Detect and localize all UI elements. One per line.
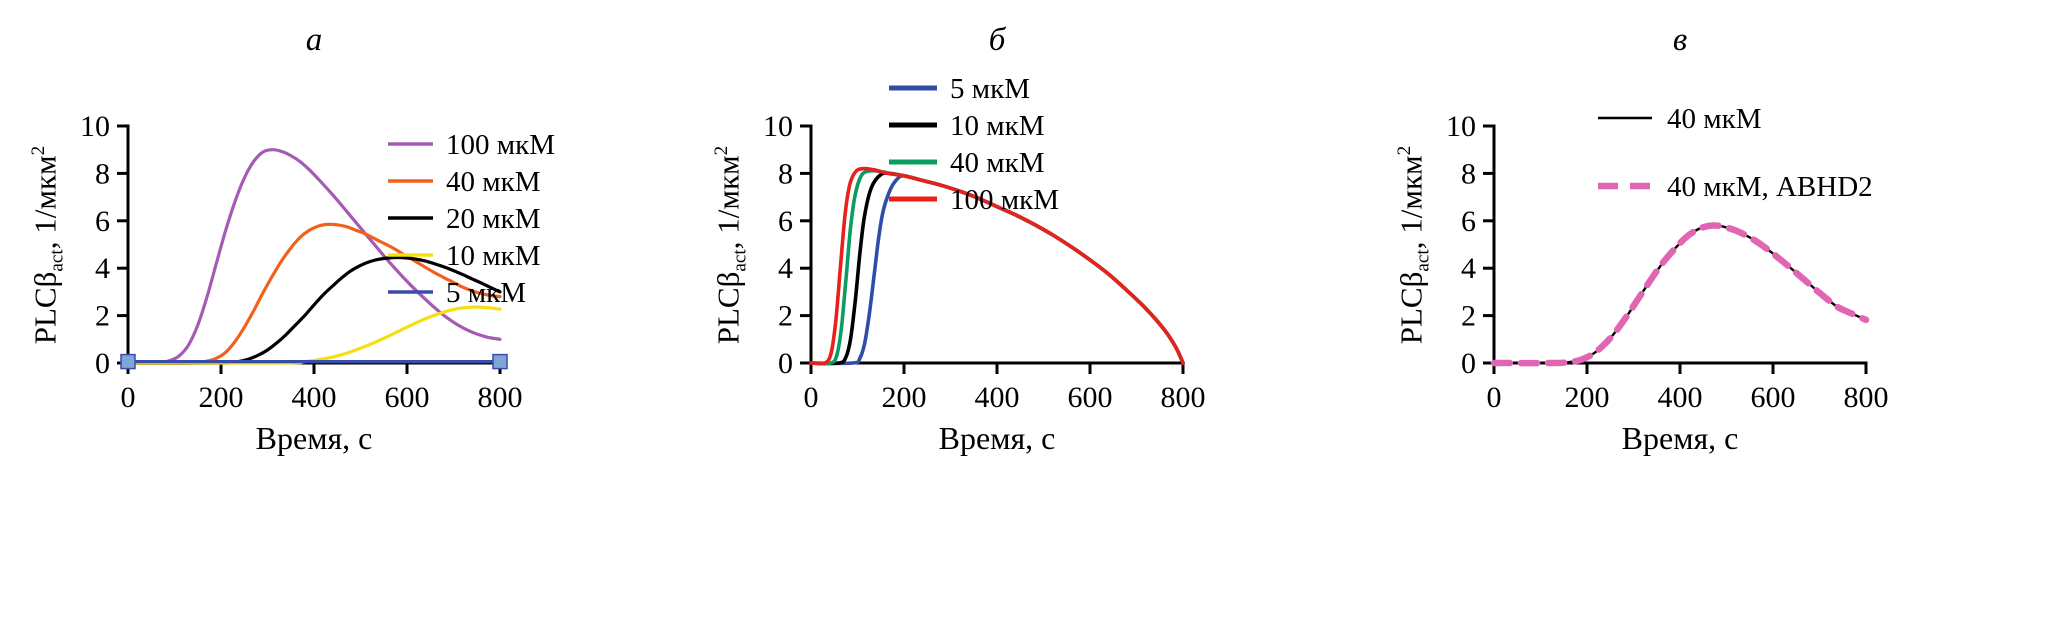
y-tick-label: 8	[95, 157, 110, 190]
y-tick-label: 6	[95, 205, 110, 238]
ylabel-sub: act	[729, 249, 751, 272]
y-tick-label: 10	[763, 110, 793, 143]
legend-label-10-мкм: 10 мкМ	[446, 240, 540, 272]
ylabel-sup: 2	[711, 145, 733, 156]
panel-a: а PLCβact, 1/мкм2 Время, с 0 200 400 600 800…	[8, 0, 691, 638]
y-tick-label: 4	[778, 252, 793, 285]
y-tick-label: 0	[1461, 347, 1476, 380]
legend-label-40-мкм: 40 мкМ	[950, 147, 1044, 179]
legend-label-100-мкм: 100 мкМ	[446, 129, 555, 161]
y-tick-label: 8	[778, 157, 793, 190]
ylabel-sub: act	[46, 249, 68, 272]
series-20-мкм	[126, 255, 502, 365]
panel-a-xlabel: Время, с	[255, 420, 373, 456]
panel-a-title: а	[305, 22, 323, 58]
y-tick-label: 6	[1461, 205, 1476, 238]
ylabel-unit: , 1/мкм	[1393, 155, 1429, 250]
axes	[126, 124, 502, 365]
x-tick-label: 600	[1751, 381, 1796, 414]
panel-v: в PLCβact, 1/мкм2 Время, с 0 200 400 600 800…	[1374, 0, 2057, 638]
chart-canvas-б: 0 200 400 600 800 0 2 4 6 8 10 5 мкМ 10 мкМ 40 мкМ 100…	[763, 73, 1206, 414]
ylabel-sup: 2	[1394, 145, 1416, 156]
ylabel-sup: 2	[28, 145, 50, 156]
y-tick-label: 0	[95, 347, 110, 380]
x-tick-label: 400	[1658, 381, 1703, 414]
panel-v-ylabel: PLCβact, 1/мкм2	[1393, 146, 1434, 345]
x-tick-label: 600	[385, 381, 430, 414]
x-tick-label: 600	[1068, 381, 1113, 414]
y-tick-label: 4	[1461, 252, 1476, 285]
panel-b-xlabel: Время, с	[938, 420, 1056, 456]
endpoint-marker	[120, 353, 136, 370]
legend-label-20-мкм: 20 мкМ	[446, 203, 540, 235]
y-tick-label: 8	[1461, 157, 1476, 190]
panel-v-title: в	[1672, 22, 1688, 58]
ylabel-unit: , 1/мкм	[710, 155, 746, 250]
series-100-мкм	[809, 166, 1185, 366]
panel-a-chart: 0 200 400 600 800 0 2 4 6 8 10 100 мкМ 40 мкМ 20 мкМ 1…	[8, 0, 691, 638]
y-tick-label: 0	[778, 347, 793, 380]
legend-label-40-мкм: 40 мкМ	[446, 166, 540, 198]
x-tick-label: 0	[804, 381, 819, 414]
y-tick-label: 2	[95, 300, 110, 333]
legend-label-40-мкм: 40 мкМ	[1667, 103, 1761, 135]
panel-v-chart: 0 200 400 600 800 0 2 4 6 8 10 40 мкМ 40 мкМ, ABHD2	[1374, 0, 2057, 638]
x-tick-label: 0	[121, 381, 136, 414]
y-tick-label: 2	[1461, 300, 1476, 333]
x-tick-label: 800	[1161, 381, 1206, 414]
ylabel-unit: , 1/мкм	[27, 155, 63, 250]
series-40-мкм	[1492, 224, 1868, 365]
legend-label-5-мкм: 5 мкМ	[950, 73, 1030, 105]
x-tick-label: 400	[292, 381, 337, 414]
y-tick-label: 6	[778, 205, 793, 238]
panel-b-ylabel: PLCβact, 1/мкм2	[710, 146, 751, 345]
panel-b-chart: 0 200 400 600 800 0 2 4 6 8 10 5 мкМ 10 мкМ 40 мкМ 100…	[691, 0, 1374, 638]
ylabel-main: PLCβ	[27, 271, 63, 345]
x-tick-label: 800	[1844, 381, 1889, 414]
panel-a-ylabel: PLCβact, 1/мкм2	[27, 146, 68, 345]
y-tick-label: 4	[95, 252, 110, 285]
x-tick-label: 800	[478, 381, 523, 414]
endpoint-marker	[492, 353, 508, 370]
x-tick-label: 400	[975, 381, 1020, 414]
series-40-мкм	[126, 222, 502, 365]
y-tick-label: 2	[778, 300, 793, 333]
y-tick-label: 10	[1446, 110, 1476, 143]
panel-v-xlabel: Время, с	[1621, 420, 1739, 456]
x-tick-label: 200	[199, 381, 244, 414]
series-100-мкм	[126, 148, 502, 365]
y-tick-label: 10	[80, 110, 110, 143]
legend-label-5-мкм: 5 мкМ	[446, 277, 526, 309]
chart-canvas-в: 0 200 400 600 800 0 2 4 6 8 10 40 мкМ 40 мкМ, ABHD2	[1446, 103, 1889, 414]
ylabel-sub: act	[1412, 249, 1434, 272]
legend-label-10-мкм: 10 мкМ	[950, 110, 1044, 142]
x-tick-label: 200	[1565, 381, 1610, 414]
ylabel-main: PLCβ	[1393, 271, 1429, 345]
x-tick-label: 200	[882, 381, 927, 414]
legend-label-40-мкм-abhd2: 40 мкМ, ABHD2	[1667, 171, 1873, 203]
panel-b-title: б	[988, 22, 1006, 58]
panel-b: б PLCβact, 1/мкм2 Время, с 0 200 400 600 800…	[691, 0, 1374, 638]
legend-label-100-мкм: 100 мкМ	[950, 184, 1059, 216]
series-40-мкм-abhd2	[1490, 222, 1870, 367]
x-tick-label: 0	[1487, 381, 1502, 414]
ylabel-main: PLCβ	[710, 271, 746, 345]
chart-canvas-а: 0 200 400 600 800 0 2 4 6 8 10 100 мкМ 40 мкМ 20 мкМ 1…	[80, 110, 555, 414]
